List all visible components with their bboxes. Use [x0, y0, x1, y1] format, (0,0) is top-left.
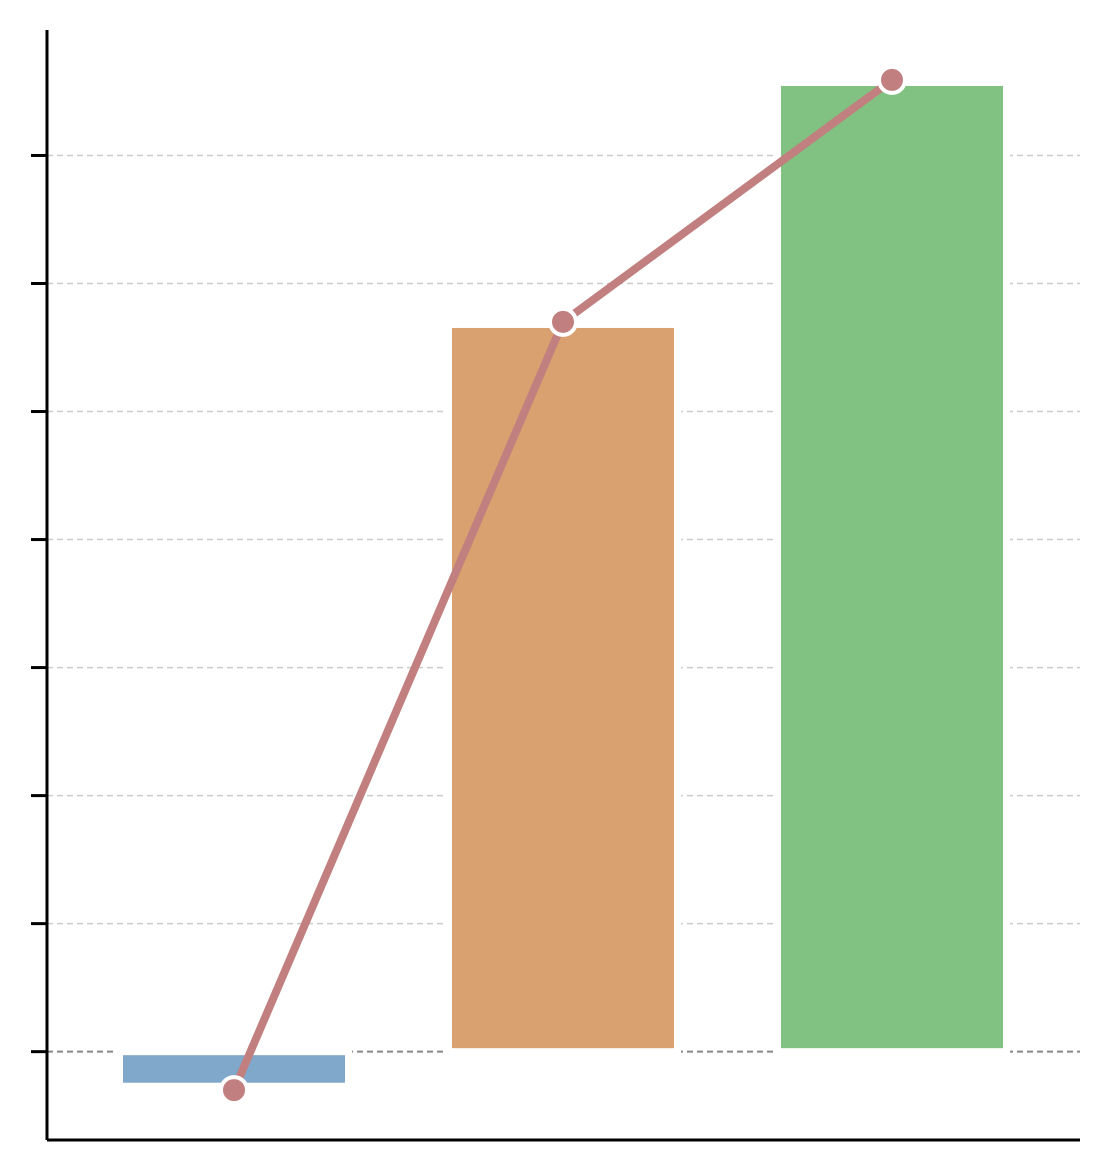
- bar: [774, 78, 1010, 1056]
- line-point: [219, 1075, 249, 1106]
- line-point: [877, 64, 907, 95]
- bar: [445, 320, 681, 1056]
- line-point: [548, 306, 578, 337]
